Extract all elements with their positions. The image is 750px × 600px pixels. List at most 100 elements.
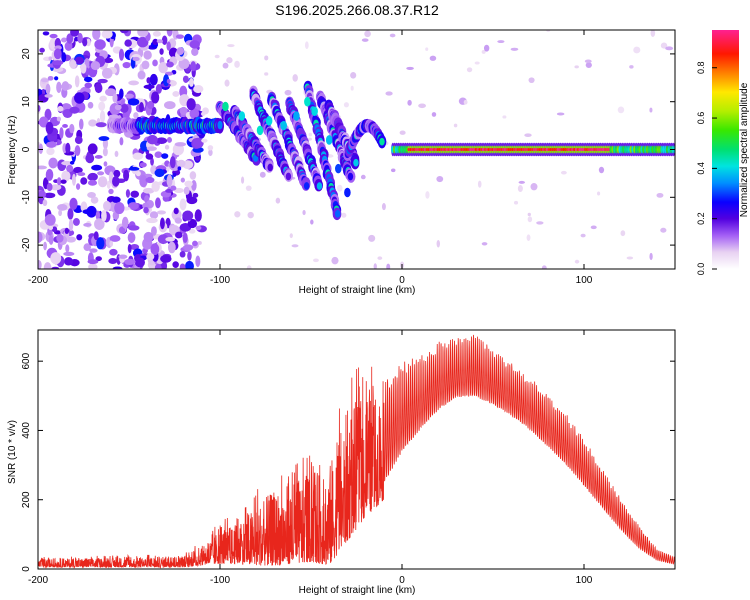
noise-speck (264, 72, 269, 76)
snr-ylabel: SNR (10 * v/v) (7, 420, 18, 484)
noise-speck (62, 124, 68, 128)
noise-speck (308, 137, 312, 141)
rising-branch-core (379, 137, 385, 146)
noise-speck (431, 112, 437, 117)
colorbar-tick-label: 0.8 (696, 61, 706, 74)
noise-speck (123, 169, 130, 182)
noise-speck (68, 219, 74, 232)
noise-speck (118, 254, 128, 259)
noise-speck (42, 199, 48, 207)
noise-speck (246, 265, 252, 269)
noise-speck (46, 182, 53, 192)
noise-speck (597, 191, 601, 196)
noise-speck (118, 48, 125, 61)
noise-speck (536, 221, 544, 225)
noise-speck (88, 263, 98, 269)
noise-speck (85, 153, 95, 164)
noise-speck (164, 144, 170, 150)
noise-speck (152, 59, 158, 67)
noise-speck (44, 93, 53, 98)
noise-speck (497, 40, 505, 44)
noise-speck (183, 186, 190, 195)
noise-speck (172, 172, 177, 177)
noise-speck (119, 137, 124, 146)
noise-speck (585, 62, 592, 69)
noise-speck (92, 30, 101, 41)
noise-speck (87, 143, 98, 155)
noise-speck (74, 75, 80, 88)
noise-speck (104, 165, 116, 176)
noise-speck (364, 30, 371, 38)
noise-speck (584, 59, 592, 63)
noise-speck (76, 234, 83, 241)
noise-speck (149, 211, 159, 219)
noise-speck (368, 234, 376, 242)
noise-speck (93, 231, 99, 241)
noise-speck (167, 241, 176, 254)
noise-speck (61, 37, 68, 43)
noise-speck (69, 106, 80, 114)
noise-speck (94, 155, 103, 159)
noise-speck (474, 61, 480, 65)
noise-speck (69, 123, 75, 134)
noise-speck (90, 196, 99, 204)
noise-speck (109, 235, 121, 242)
noise-speck (343, 102, 349, 108)
spectrogram-xtick-label: 100 (576, 275, 593, 286)
noise-speck (151, 181, 160, 192)
noise-speck (184, 180, 193, 187)
noise-speck (111, 196, 121, 203)
noise-speck (208, 149, 213, 157)
noise-speck (66, 33, 74, 44)
snr-ytick-label: 200 (21, 491, 32, 508)
noise-speck (660, 227, 667, 233)
noise-speck (381, 203, 386, 211)
noise-speck (649, 252, 653, 261)
noise-speck (82, 38, 88, 47)
noise-speck (88, 119, 98, 127)
noise-speck (502, 115, 507, 119)
noise-speck (418, 103, 426, 109)
noise-speck (46, 147, 55, 156)
noise-speck (53, 48, 62, 60)
noise-speck (101, 67, 113, 79)
noise-speck (87, 172, 98, 182)
noise-speck (159, 48, 164, 55)
noise-speck (137, 70, 146, 80)
noise-speck (64, 257, 74, 266)
noise-speck (139, 175, 148, 188)
noise-speck (164, 101, 176, 110)
noise-speck (154, 151, 163, 159)
striation-peak (311, 106, 318, 117)
noise-speck (132, 56, 140, 62)
snr-xtick-label: -100 (210, 575, 230, 586)
noise-speck (97, 176, 108, 188)
noise-speck (477, 180, 482, 188)
noise-speck (87, 179, 98, 186)
noise-speck (119, 88, 124, 99)
noise-speck (112, 266, 123, 269)
noise-speck (175, 231, 183, 239)
noise-speck (373, 263, 377, 269)
noise-speck (530, 183, 538, 191)
noise-speck (178, 58, 190, 70)
noise-speck (108, 258, 118, 265)
noise-speck (617, 106, 625, 114)
noise-speck (90, 60, 101, 71)
noise-speck (163, 74, 170, 87)
spectrogram-ytick-label: 0 (21, 146, 32, 152)
noise-speck (132, 152, 144, 160)
noise-speck (134, 257, 145, 268)
noise-speck (304, 41, 309, 49)
noise-speck (185, 260, 194, 269)
noise-speck (289, 233, 293, 239)
noise-speck (160, 217, 165, 230)
noise-speck (194, 209, 202, 222)
snr-xtick-label: -200 (28, 575, 48, 586)
noise-speck (313, 258, 319, 263)
snr-xlabel: Height of straight line (km) (299, 585, 416, 596)
noise-speck (67, 208, 74, 220)
noise-speck (61, 52, 67, 63)
noise-speck (38, 231, 43, 243)
noise-speck (377, 256, 383, 260)
